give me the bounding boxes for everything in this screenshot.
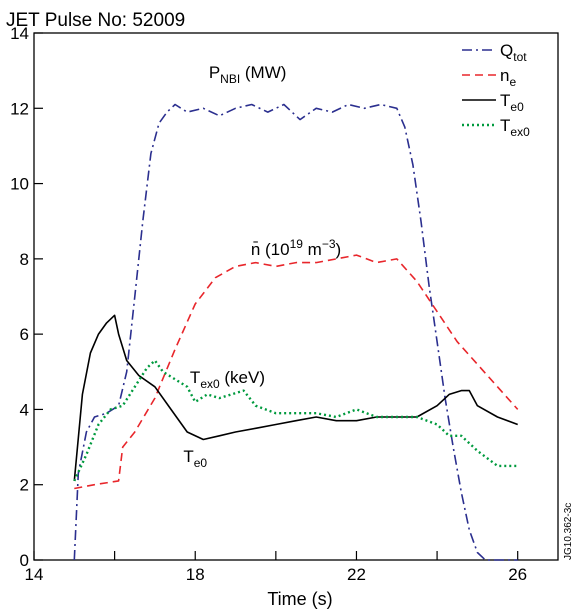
plot-frame xyxy=(33,32,559,561)
y-tick-label: 8 xyxy=(20,250,29,269)
y-tick-label: 12 xyxy=(10,99,29,118)
y-tick-label: 14 xyxy=(10,24,29,43)
annotation-1: PNBI (MW) xyxy=(209,63,287,86)
y-tick-label: 6 xyxy=(20,325,29,344)
legend-label: ne xyxy=(500,66,516,89)
x-axis-title: Time (s) xyxy=(267,589,332,609)
x-tick-label: 22 xyxy=(347,565,366,584)
y-tick-label: 10 xyxy=(10,175,29,194)
figure-code: JG10.362-3c xyxy=(563,503,574,560)
legend-label: Te0 xyxy=(500,91,524,114)
annotation-4: Te0 xyxy=(183,447,207,470)
legend-label: Tex0 xyxy=(500,116,530,139)
series-line-qtot xyxy=(73,103,518,561)
annotation-2: n̄ (1019 m−3) xyxy=(251,237,341,259)
y-tick-label: 4 xyxy=(20,400,29,419)
x-tick-label: 18 xyxy=(186,565,205,584)
y-tick-label: 2 xyxy=(20,476,29,495)
x-tick-label: 26 xyxy=(508,565,527,584)
series-line-tex0 xyxy=(73,359,518,482)
annotation-3: Tex0 (keV) xyxy=(190,368,265,391)
series-line-te0 xyxy=(73,314,518,481)
plot-area: 0 2 4 6 8 10 12 14 14 18 22 26 PNBI (MW) n̄ (1019 m−3… xyxy=(10,24,559,584)
x-tick-label: 14 xyxy=(25,565,44,584)
series-line-ne xyxy=(74,254,519,490)
y-tick-label: 0 xyxy=(20,551,29,570)
chart-title: JET Pulse No: 52009 xyxy=(6,10,185,31)
legend-label: Qtot xyxy=(500,41,527,64)
